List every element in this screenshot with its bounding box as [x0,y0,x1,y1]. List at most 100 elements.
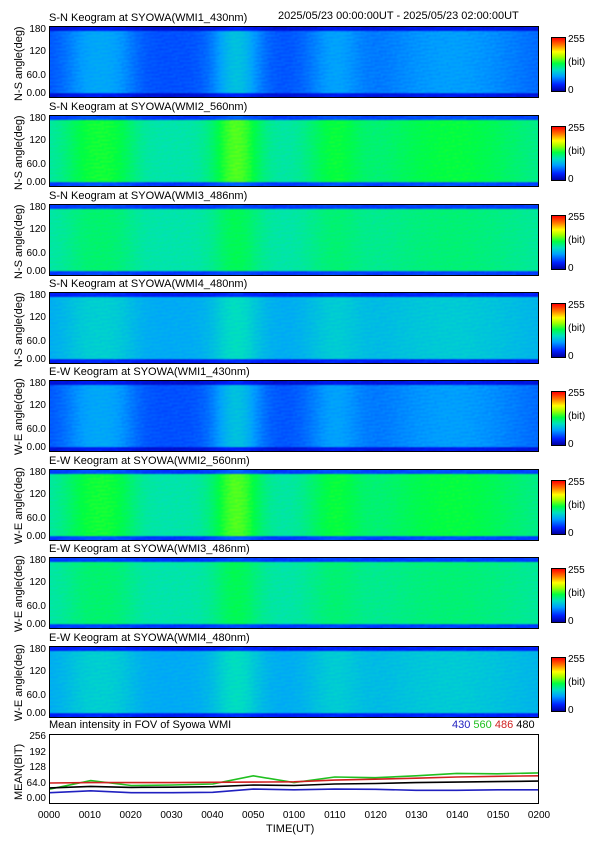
panel-ytick: 120 [29,489,46,500]
keogram-canvas [50,470,538,540]
colorbar-unit-label: (bit) [568,57,586,68]
mean-ytick: 192 [29,746,46,758]
x-tick-label: 0040 [201,810,224,821]
panel-ytick: 180 [29,24,46,35]
colorbar-max-label: 255 [568,123,585,134]
series-line-480 [50,780,538,789]
mean-chart-title: Mean intensity in FOV of Syowa WMI [49,719,232,731]
colorbar [551,480,566,535]
colorbar-max-label: 255 [568,34,585,45]
series-line-486 [50,775,538,784]
panel-ytick: 0.00 [26,177,46,188]
keogram-image [49,204,539,276]
x-tick-label: 0130 [405,810,428,821]
panel-title: S-N Keogram at SYOWA(WMI2_560nm) [49,101,248,113]
legend-486: 486 [494,719,514,731]
panel-ytick: 180 [29,644,46,655]
panel-ytick: 180 [29,378,46,389]
keogram-canvas [50,116,538,186]
panel-ytick: 120 [29,577,46,588]
x-tick-label: 0000 [37,810,61,821]
colorbar-min-label: 0 [568,616,574,627]
x-tick-label: 0030 [160,810,183,821]
x-tick-label: 0150 [487,810,510,821]
x-tick-label: 0200 [527,810,551,821]
panel-ytick: 0.00 [26,531,46,542]
panel-ytick: 180 [29,555,46,566]
panel-ytick: 60.0 [26,513,46,524]
date-range: 2025/05/23 00:00:00UT - 2025/05/23 02:00… [278,10,519,22]
colorbar [551,657,566,712]
mean-ytick: 256 [29,731,46,742]
panel-title: E-W Keogram at SYOWA(WMI4_480nm) [49,632,250,644]
colorbar-max-label: 255 [568,388,585,399]
panel-ytick: 120 [29,666,46,677]
legend-480: 480 [516,719,535,731]
panel-ytick: 60.0 [26,601,46,612]
legend-430: 430 [452,719,471,731]
panel-ytick: 180 [29,467,46,478]
keogram-canvas [50,27,538,97]
panel-ytick: 120 [29,312,46,323]
panel-title: S-N Keogram at SYOWA(WMI3_486nm) [49,190,248,202]
colorbar-max-label: 255 [568,477,585,488]
keogram-canvas [50,293,538,363]
colorbar [551,126,566,181]
panel-ytick: 120 [29,400,46,411]
keogram-image [49,26,539,98]
keogram-image [49,557,539,629]
panel-ytick: 0.00 [26,88,46,99]
panel-ytick: 60.0 [26,248,46,259]
mean-legend: 430 560 486 480 [452,719,535,731]
mean-ytick: 64.0 [26,777,46,789]
colorbar [551,215,566,270]
panel-title: S-N Keogram at SYOWA(WMI4_480nm) [49,278,248,290]
x-tick-label: 0050 [242,810,265,821]
panel-ytick: 120 [29,135,46,146]
colorbar-unit-label: (bit) [568,146,586,157]
panel-ytick: 180 [29,113,46,124]
series-line-430 [50,788,538,794]
mean-ytick: 128 [29,762,46,773]
x-tick-label: 0010 [78,810,101,821]
colorbar-min-label: 0 [568,439,574,450]
colorbar-unit-label: (bit) [568,500,586,511]
panel-title: E-W Keogram at SYOWA(WMI1_430nm) [49,366,250,378]
panel-ytick: 60.0 [26,70,46,81]
keogram-image [49,469,539,541]
colorbar [551,391,566,446]
colorbar-min-label: 0 [568,174,574,185]
colorbar-unit-label: (bit) [568,411,586,422]
keogram-canvas [50,205,538,275]
x-tick-label: 0110 [324,810,346,821]
x-tick-label: 0100 [282,810,306,821]
colorbar-unit-label: (bit) [568,588,586,599]
x-axis-label: TIME(UT) [266,823,315,835]
colorbar-max-label: 255 [568,212,585,223]
x-tick-label: 0120 [364,810,387,821]
keogram-canvas [50,647,538,717]
colorbar-unit-label: (bit) [568,323,586,334]
x-tick-label: 0140 [446,810,469,821]
colorbar-min-label: 0 [568,705,574,716]
panel-ytick: 0.00 [26,442,46,453]
colorbar-min-label: 0 [568,85,574,96]
keogram-image [49,380,539,452]
panel-ytick: 180 [29,202,46,213]
keogram-canvas [50,558,538,628]
colorbar-unit-label: (bit) [568,677,586,688]
mean-ytick: 0.00 [26,793,46,804]
panel-ytick: 120 [29,46,46,57]
panel-ytick: 120 [29,224,46,235]
x-tick-label: 0020 [119,810,142,821]
keogram-image [49,115,539,187]
keogram-canvas [50,381,538,451]
panel-ytick: 0.00 [26,708,46,719]
legend-560: 560 [473,719,492,731]
panel-ytick: 0.00 [26,354,46,365]
colorbar [551,303,566,358]
panel-ytick: 60.0 [26,336,46,347]
colorbar-max-label: 255 [568,654,585,665]
colorbar-max-label: 255 [568,565,585,576]
mean-chart [49,734,539,804]
